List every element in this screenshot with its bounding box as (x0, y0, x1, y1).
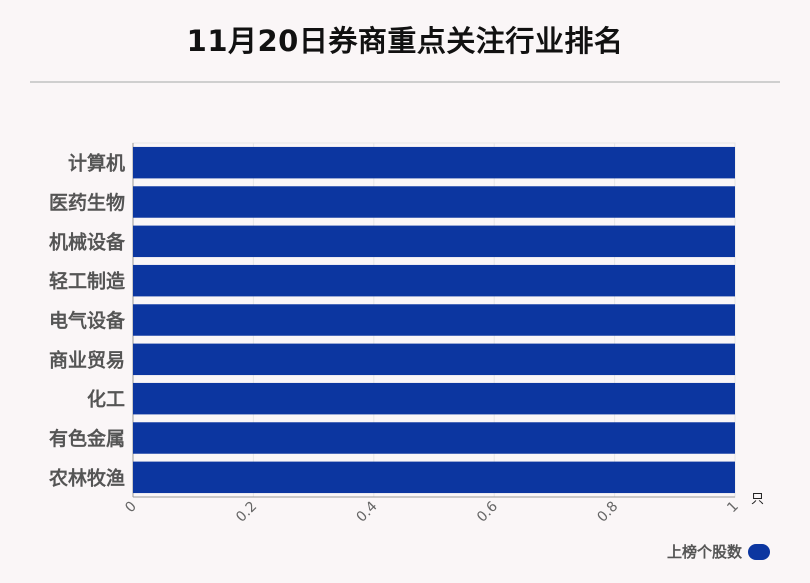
bar (133, 422, 735, 454)
x-tick-label: 0.2 (233, 499, 260, 526)
bar (133, 146, 735, 179)
x-tick-label: 0.4 (354, 498, 381, 525)
legend-label: 上榜个股数 (666, 543, 742, 561)
x-tick-label: 0 (122, 499, 140, 517)
x-tick-label: 1 (724, 499, 742, 517)
bar (133, 264, 735, 297)
bar (133, 304, 735, 336)
title-divider (30, 81, 780, 83)
category-label: 计算机 (68, 152, 125, 175)
category-label: 医药生物 (49, 191, 125, 214)
category-label: 机械设备 (49, 230, 126, 253)
category-label: 化工 (87, 388, 125, 411)
bar (133, 461, 735, 494)
bar (133, 382, 735, 415)
chart-title: 11月20日券商重点关注行业排名 (186, 24, 624, 58)
x-tick-labels: 0 0.2 0.4 0.6 0.8 1 (122, 498, 742, 525)
legend-swatch (748, 543, 770, 560)
category-label: 电气设备 (49, 309, 126, 332)
legend: 上榜个股数 (667, 541, 770, 562)
x-tick-label: 0.6 (474, 498, 501, 525)
x-unit-label: 只 (751, 492, 764, 507)
bars (133, 146, 735, 494)
bar (133, 343, 735, 376)
category-label: 商业贸易 (49, 348, 125, 371)
bar (133, 225, 735, 258)
category-label: 农林牧渔 (48, 466, 125, 489)
bar (133, 186, 735, 218)
category-label: 轻工制造 (49, 270, 126, 293)
x-tick-label: 0.8 (594, 499, 621, 526)
category-label: 有色金属 (49, 427, 125, 450)
